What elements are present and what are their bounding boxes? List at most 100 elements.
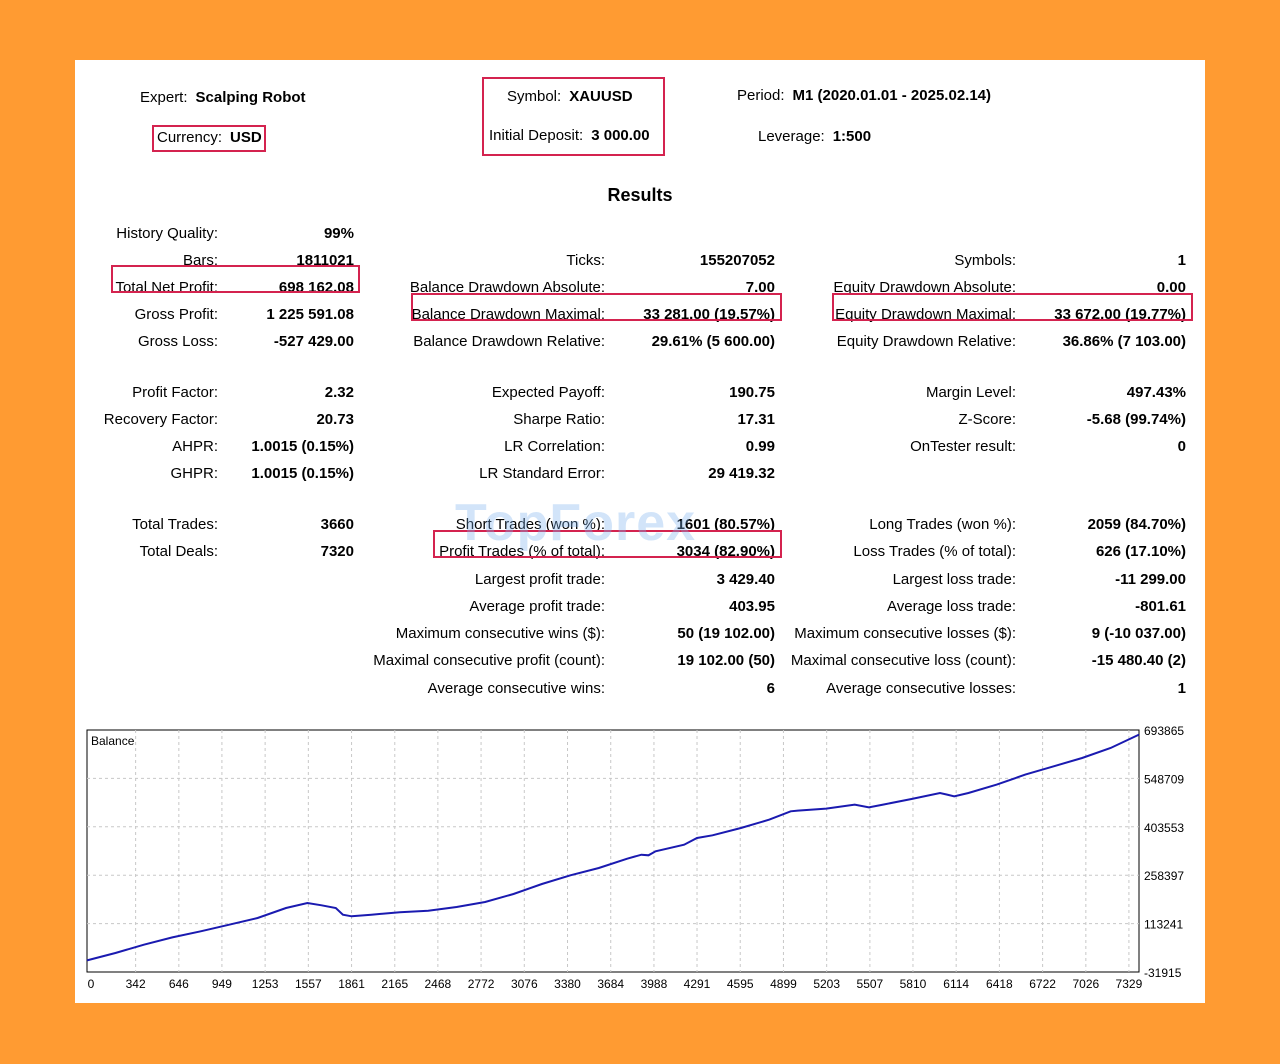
col3-label-6: OnTester result:	[910, 438, 1016, 455]
col2-label-0: Ticks:	[566, 252, 605, 269]
col3-label-10: Average loss trade:	[887, 598, 1016, 615]
col3-value-0: 1	[1177, 252, 1186, 269]
col3-label-12: Maximal consecutive loss (count):	[790, 652, 1016, 669]
expert-field: Expert: Scalping Robot	[140, 89, 306, 106]
col3-value-2: 33 672.00 (19.77%)	[1054, 306, 1186, 323]
col2-value-13: 19 102.00 (50)	[677, 652, 775, 669]
currency-label: Currency:	[157, 129, 223, 146]
col2-value-3: 29.61% (5 600.00)	[651, 333, 775, 350]
col2-value-8: 1601 (80.57%)	[676, 516, 775, 533]
col3-label-13: Average consecutive losses:	[826, 680, 1016, 697]
col3-value-1: 0.00	[1156, 279, 1186, 296]
col2-label-4: Expected Payoff:	[491, 384, 605, 401]
highlight-symbol-deposit	[482, 77, 665, 156]
col1-value-6: 20.73	[316, 411, 354, 428]
col1-label-3: Gross Profit:	[134, 306, 218, 323]
watermark-logo: TopForex	[455, 494, 697, 552]
period-field: Period: M1 (2020.01.01 - 2025.02.14)	[737, 87, 991, 104]
col2-label-3: Balance Drawdown Relative:	[413, 333, 605, 350]
col3-label-8: Loss Trades (% of total):	[853, 543, 1016, 560]
col2-label-8: Short Trades (won %):	[455, 516, 605, 533]
col1-value-7: 1.0015 (0.15%)	[251, 438, 354, 455]
col1-value-0: 99%	[323, 225, 354, 242]
col3-value-10: -801.61	[1135, 598, 1186, 615]
highlight-total-net-profit	[111, 265, 360, 293]
col3-label-3: Equity Drawdown Relative:	[836, 333, 1016, 350]
col2-label-10: Largest profit trade:	[474, 571, 605, 588]
col1-label-5: Profit Factor:	[132, 384, 218, 401]
col2-label-1: Balance Drawdown Absolute:	[409, 279, 605, 296]
col2-value-11: 403.95	[729, 598, 775, 615]
leverage-field: Leverage: 1:500	[758, 128, 871, 145]
col2-label-14: Average consecutive wins:	[427, 680, 605, 697]
col2-value-6: 0.99	[745, 438, 775, 455]
col2-label-12: Maximum consecutive wins ($):	[395, 625, 605, 642]
col2-value-12: 50 (19 102.00)	[677, 625, 775, 642]
col3-value-4: 497.43%	[1126, 384, 1186, 401]
col2-value-4: 190.75	[729, 384, 775, 401]
col1-value-3: 1 225 591.08	[266, 306, 354, 323]
col3-value-11: 9 (-10 037.00)	[1091, 625, 1186, 642]
deposit-label: Initial Deposit:	[489, 127, 584, 144]
col2-label-7: LR Standard Error:	[479, 465, 605, 482]
col2-label-5: Sharpe Ratio:	[513, 411, 605, 428]
col2-value-7: 29 419.32	[708, 465, 775, 482]
col3-value-7: 2059 (84.70%)	[1087, 516, 1186, 533]
highlight-equity-drawdown-maximal	[832, 293, 1193, 321]
col1-label-6: Recovery Factor:	[103, 411, 218, 428]
col1-label-1: Bars:	[182, 252, 218, 269]
currency-value: USD	[230, 129, 262, 146]
col1-label-4: Gross Loss:	[137, 333, 218, 350]
col3-value-3: 36.86% (7 103.00)	[1062, 333, 1186, 350]
col3-value-12: -15 480.40 (2)	[1091, 652, 1186, 669]
col1-value-5: 2.32	[324, 384, 354, 401]
col1-label-9: Total Trades:	[132, 516, 218, 533]
col1-label-7: AHPR:	[172, 438, 218, 455]
col1-value-9: 3660	[320, 516, 354, 533]
symbol-value: XAUUSD	[569, 88, 633, 105]
col3-label-9: Largest loss trade:	[892, 571, 1016, 588]
col1-value-4: -527 429.00	[273, 333, 354, 350]
col2-value-5: 17.31	[737, 411, 775, 428]
col1-label-0: History Quality:	[116, 225, 218, 242]
col2-value-9: 3034 (82.90%)	[676, 543, 775, 560]
col1-label-10: Total Deals:	[139, 543, 218, 560]
col3-label-5: Z-Score:	[958, 411, 1016, 428]
expert-value: Scalping Robot	[195, 89, 306, 106]
col1-label-8: GHPR:	[170, 465, 218, 482]
symbol-field: Symbol: XAUUSD	[507, 88, 633, 105]
col1-value-1: 1811021	[296, 252, 354, 269]
col2-label-9: Profit Trades (% of total):	[439, 543, 605, 560]
highlight-currency	[152, 125, 266, 152]
col3-label-4: Margin Level:	[925, 384, 1016, 401]
col3-label-7: Long Trades (won %):	[869, 516, 1016, 533]
col2-value-1: 7.00	[745, 279, 775, 296]
col2-label-6: LR Correlation:	[504, 438, 605, 455]
leverage-value: 1:500	[832, 128, 872, 145]
col3-label-0: Symbols:	[954, 252, 1016, 269]
col3-value-8: 626 (17.10%)	[1095, 543, 1186, 560]
col2-value-14: 6	[766, 680, 775, 697]
col3-value-5: -5.68 (99.74%)	[1086, 411, 1186, 428]
col2-value-0: 155207052	[699, 252, 775, 269]
col2-label-2: Balance Drawdown Maximal:	[411, 306, 605, 323]
col1-value-8: 1.0015 (0.15%)	[251, 465, 354, 482]
col3-label-1: Equity Drawdown Absolute:	[833, 279, 1016, 296]
col3-value-6: 0	[1177, 438, 1186, 455]
col3-value-13: 1	[1177, 680, 1186, 697]
col2-label-11: Average profit trade:	[469, 598, 605, 615]
col3-label-2: Equity Drawdown Maximal:	[835, 306, 1016, 323]
deposit-field: Initial Deposit: 3 000.00	[489, 127, 650, 144]
col3-label-11: Maximum consecutive losses ($):	[794, 625, 1016, 642]
period-label: Period:	[737, 87, 785, 104]
col2-value-2: 33 281.00 (19.57%)	[643, 306, 775, 323]
col1-value-10: 7320	[320, 543, 354, 560]
highlight-profit-trades	[433, 530, 782, 558]
col2-label-13: Maximal consecutive profit (count):	[373, 652, 605, 669]
deposit-value: 3 000.00	[591, 127, 650, 144]
col3-value-9: -11 299.00	[1115, 571, 1186, 588]
leverage-label: Leverage:	[758, 128, 825, 145]
expert-label: Expert:	[140, 89, 188, 106]
col2-value-10: 3 429.40	[716, 571, 775, 588]
period-value: M1 (2020.01.01 - 2025.02.14)	[792, 87, 992, 104]
